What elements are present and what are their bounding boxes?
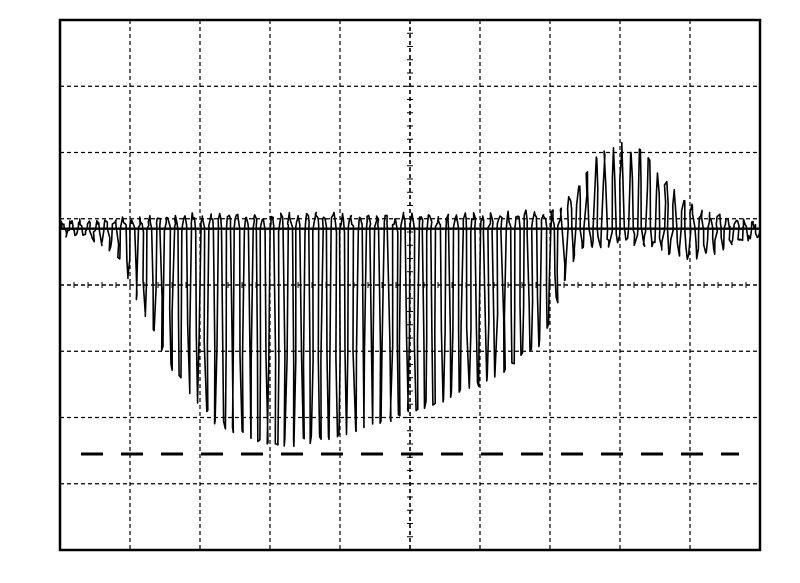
oscilloscope-svg (0, 0, 800, 583)
oscilloscope-screenshot (0, 0, 800, 583)
